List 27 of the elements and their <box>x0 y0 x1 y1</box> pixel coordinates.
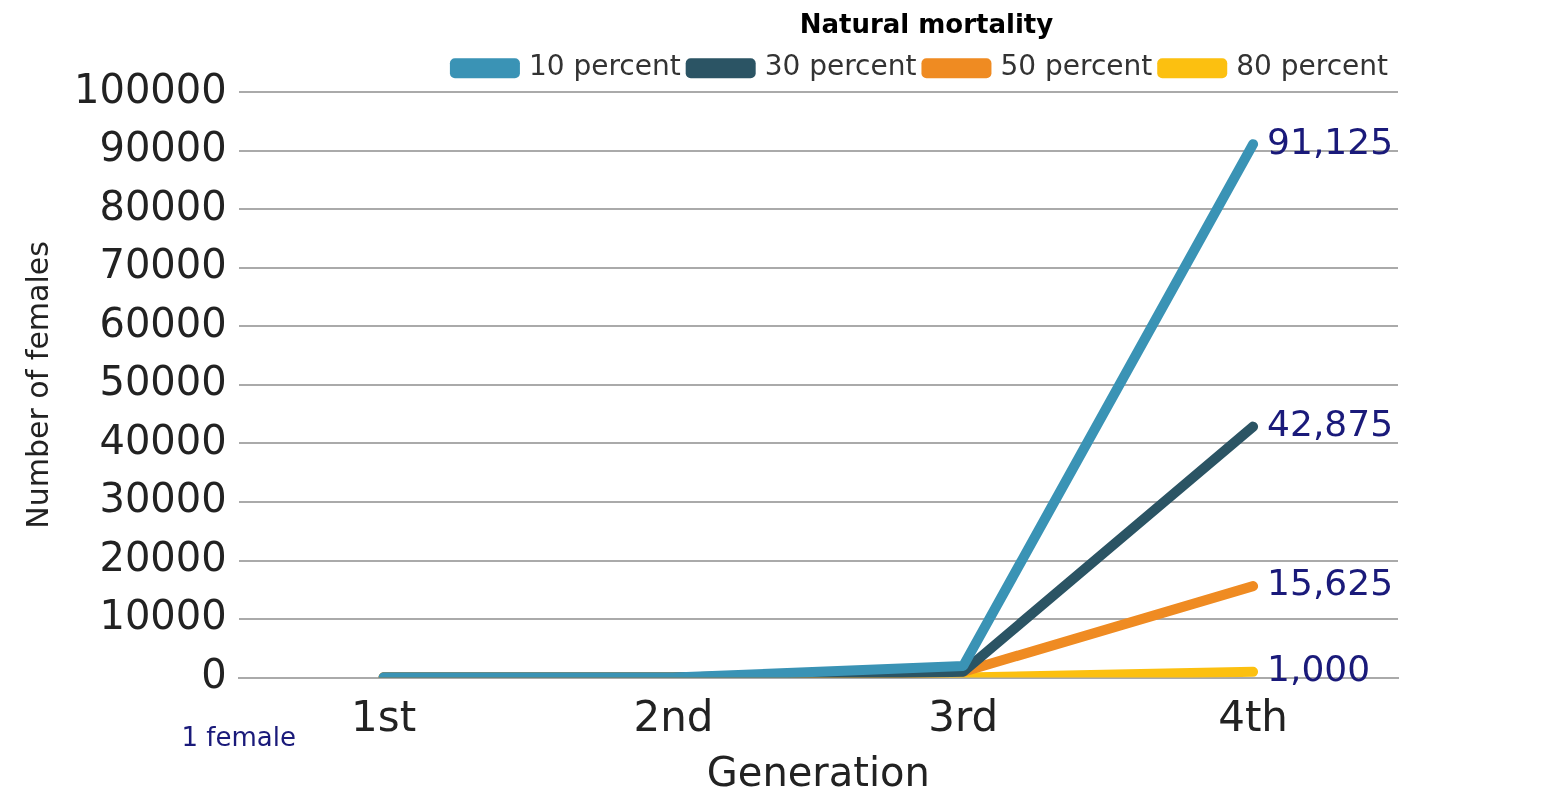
y-tick-label: 70000 <box>99 241 227 288</box>
y-tick-label: 20000 <box>99 533 227 580</box>
legend-label: 10 percent <box>528 49 681 83</box>
y-tick-label: 0 <box>201 650 227 697</box>
data-label: 15,625 <box>1267 562 1394 604</box>
y-tick-label: 80000 <box>99 182 227 229</box>
y-tick-label: 40000 <box>99 416 227 463</box>
data-label: 91,125 <box>1267 120 1394 162</box>
legend-label: 50 percent <box>1000 49 1153 83</box>
legend-label: 30 percent <box>764 49 917 83</box>
y-tick-label: 90000 <box>99 124 227 171</box>
legend-title: Natural mortality <box>799 8 1054 39</box>
text: 1 female <box>181 722 296 753</box>
data-label: 1,000 <box>1267 648 1371 690</box>
x-tick-label: 4th <box>1218 691 1288 741</box>
x-axis-title: Generation <box>706 749 930 796</box>
data-label: 42,875 <box>1267 402 1394 444</box>
y-tick-label: 60000 <box>99 299 227 346</box>
x-tick-label: 1st <box>351 691 417 741</box>
x-tick-label: 3rd <box>928 691 999 741</box>
y-axis-title: Number of females <box>19 241 55 529</box>
legend-label: 80 percent <box>1236 49 1389 83</box>
y-tick-label: 30000 <box>99 475 227 522</box>
y-tick-label: 100000 <box>73 65 227 112</box>
x-tick-label: 2nd <box>633 691 714 741</box>
y-tick-label: 10000 <box>99 592 227 639</box>
y-tick-label: 50000 <box>99 358 227 405</box>
